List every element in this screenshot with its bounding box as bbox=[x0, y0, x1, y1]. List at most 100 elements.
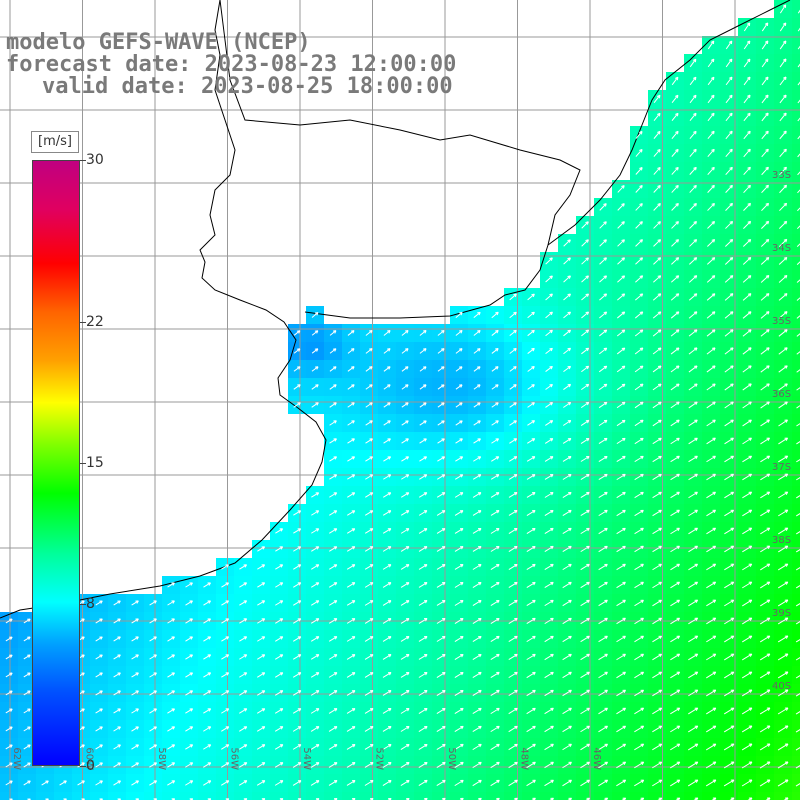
wind-arrow bbox=[490, 653, 500, 661]
wind-arrow bbox=[328, 744, 338, 750]
wind-arrow bbox=[544, 653, 554, 661]
wind-arrow bbox=[185, 618, 193, 624]
wind-arrow bbox=[292, 672, 302, 678]
wind-arrow bbox=[419, 384, 427, 390]
wind-arrow bbox=[508, 707, 518, 715]
wind-arrow bbox=[797, 171, 800, 176]
wind-arrow bbox=[400, 546, 410, 552]
wind-arrow bbox=[382, 600, 392, 606]
wind-arrow bbox=[778, 256, 788, 265]
wind-arrow bbox=[707, 94, 715, 104]
wind-arrow bbox=[795, 711, 800, 715]
wind-arrow bbox=[382, 708, 392, 714]
wind-arrow bbox=[742, 293, 752, 301]
wind-arrow bbox=[328, 564, 338, 570]
wind-arrow bbox=[490, 545, 500, 552]
wind-arrow bbox=[725, 202, 733, 211]
wind-arrow bbox=[562, 779, 572, 787]
wind-arrow bbox=[5, 636, 13, 642]
wind-arrow bbox=[599, 203, 607, 211]
wind-arrow bbox=[365, 438, 373, 444]
wind-arrow bbox=[598, 671, 608, 679]
wind-arrow bbox=[131, 744, 139, 750]
wind-arrow bbox=[759, 671, 771, 679]
wind-arrow bbox=[724, 329, 734, 337]
wind-arrow bbox=[724, 653, 735, 661]
wind-arrow bbox=[221, 600, 230, 606]
wind-arrow bbox=[346, 780, 356, 786]
wind-arrow bbox=[652, 455, 662, 463]
wind-arrow bbox=[795, 675, 800, 679]
wind-arrow bbox=[509, 366, 517, 372]
wind-cell bbox=[792, 0, 800, 18]
wind-arrow bbox=[742, 437, 752, 445]
wind-arrow bbox=[509, 293, 517, 301]
wind-arrow bbox=[616, 347, 626, 355]
wind-arrow bbox=[742, 401, 752, 409]
wind-arrow bbox=[742, 311, 752, 319]
wind-arrow bbox=[725, 148, 733, 158]
wind-arrow bbox=[688, 509, 698, 517]
wind-arrow bbox=[400, 654, 410, 660]
wind-arrow bbox=[652, 329, 662, 337]
wind-arrow bbox=[688, 653, 699, 661]
wind-arrow bbox=[797, 117, 800, 122]
wind-arrow bbox=[23, 672, 31, 678]
wind-arrow bbox=[526, 492, 536, 498]
wind-arrow bbox=[652, 725, 663, 733]
wind-arrow bbox=[149, 618, 157, 624]
wind-arrow bbox=[741, 761, 753, 769]
wind-arrow bbox=[364, 510, 374, 516]
wind-arrow bbox=[365, 474, 374, 480]
wind-arrow bbox=[725, 166, 733, 176]
wind-arrow bbox=[598, 689, 608, 697]
wind-arrow bbox=[724, 545, 735, 553]
wind-arrow bbox=[616, 635, 626, 643]
wind-arrow bbox=[653, 239, 661, 247]
wind-arrow bbox=[382, 726, 392, 732]
wind-arrow bbox=[275, 618, 284, 624]
wind-arrow bbox=[293, 384, 301, 390]
wind-arrow bbox=[797, 45, 800, 50]
wind-arrow bbox=[580, 527, 590, 535]
wind-arrow bbox=[634, 635, 644, 643]
wind-cell bbox=[792, 360, 800, 378]
wind-arrow bbox=[688, 545, 698, 553]
wind-arrow bbox=[778, 220, 788, 230]
wind-arrow bbox=[221, 582, 229, 588]
wind-arrow bbox=[311, 528, 320, 534]
wind-arrow bbox=[490, 707, 500, 715]
wind-arrow bbox=[741, 779, 753, 787]
wind-arrow bbox=[328, 690, 338, 696]
wind-arrow bbox=[473, 456, 482, 462]
wind-arrow bbox=[490, 528, 500, 534]
wind-arrow bbox=[167, 654, 175, 660]
wind-arrow bbox=[562, 545, 572, 553]
wind-arrow bbox=[310, 708, 320, 714]
wind-arrow bbox=[131, 600, 139, 606]
wind-arrow bbox=[783, 797, 789, 800]
wind-arrow bbox=[311, 546, 320, 552]
wind-arrow bbox=[293, 330, 301, 336]
wind-arrow bbox=[795, 729, 800, 733]
wind-arrow bbox=[616, 527, 626, 535]
wind-arrow bbox=[113, 600, 121, 606]
wind-arrow bbox=[436, 618, 446, 624]
wind-arrow bbox=[759, 635, 771, 643]
wind-cell bbox=[792, 306, 800, 324]
wind-arrow bbox=[705, 761, 717, 769]
wind-arrow bbox=[562, 671, 572, 679]
wind-arrow bbox=[95, 600, 103, 606]
wind-arrow bbox=[634, 491, 644, 499]
wind-arrow bbox=[329, 420, 337, 426]
wind-arrow bbox=[329, 384, 337, 390]
wind-arrow bbox=[526, 743, 536, 751]
wind-arrow bbox=[346, 600, 356, 606]
wind-arrow bbox=[796, 225, 800, 230]
wind-arrow bbox=[670, 635, 681, 643]
wind-arrow bbox=[418, 564, 428, 570]
wind-arrow bbox=[383, 474, 392, 480]
wind-arrow bbox=[419, 348, 427, 354]
wind-arrow bbox=[795, 765, 800, 769]
wind-arrow bbox=[761, 112, 769, 122]
